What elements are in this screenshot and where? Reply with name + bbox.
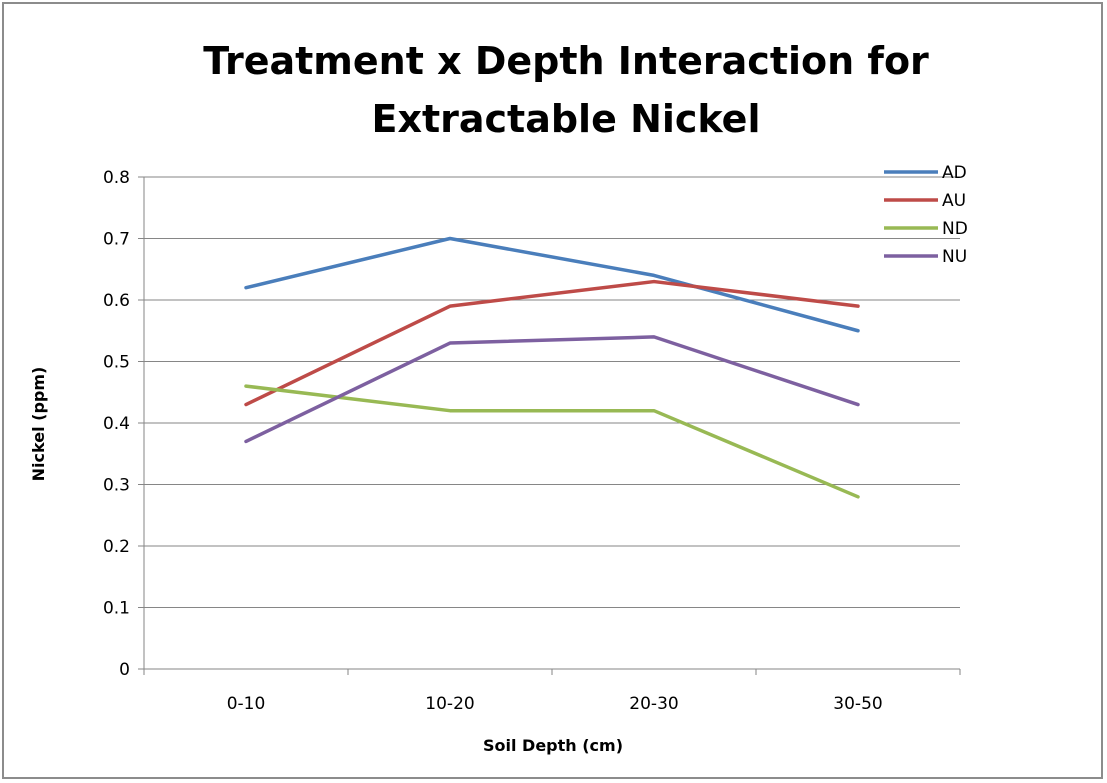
- legend-label-nu: NU: [942, 247, 967, 267]
- y-tick-label: 0.1: [103, 599, 130, 619]
- legend-label-ad: AD: [942, 163, 967, 183]
- x-tick-labels: 0-10 10-20 20-30 30-50: [227, 694, 883, 714]
- series-lines: [244, 236, 860, 499]
- y-tick-label: 0.7: [103, 230, 130, 250]
- y-tick-label: 0.5: [103, 353, 130, 373]
- y-tick-label: 0.2: [103, 537, 130, 557]
- x-tick-label: 20-30: [629, 694, 678, 714]
- chart-title-line-2: Extractable Nickel: [372, 97, 761, 141]
- y-tick-labels: 0 0.1 0.2 0.3 0.4 0.5 0.6 0.7 0.8: [103, 168, 130, 680]
- legend: AD AU ND NU: [884, 163, 968, 267]
- y-tick-label: 0.6: [103, 291, 130, 311]
- x-tick-label: 30-50: [833, 694, 882, 714]
- x-tick-label: 0-10: [227, 694, 266, 714]
- legend-label-au: AU: [942, 191, 966, 211]
- series-line-nu: [244, 335, 860, 444]
- y-axis-title: Nickel (ppm): [29, 367, 48, 482]
- legend-label-nd: ND: [942, 219, 968, 239]
- chart-title-line-1: Treatment x Depth Interaction for: [203, 39, 929, 83]
- axes: [138, 176, 961, 675]
- y-tick-label: 0.8: [103, 168, 130, 188]
- y-tick-label: 0.4: [103, 414, 130, 434]
- x-tick-label: 10-20: [425, 694, 474, 714]
- gridlines: [144, 176, 960, 608]
- x-axis-title: Soil Depth (cm): [483, 736, 623, 755]
- series-line-ad: [244, 236, 860, 333]
- series-line-au: [244, 279, 860, 407]
- y-tick-label: 0: [119, 660, 130, 680]
- y-tick-label: 0.3: [103, 476, 130, 496]
- series-line-nd: [244, 384, 860, 499]
